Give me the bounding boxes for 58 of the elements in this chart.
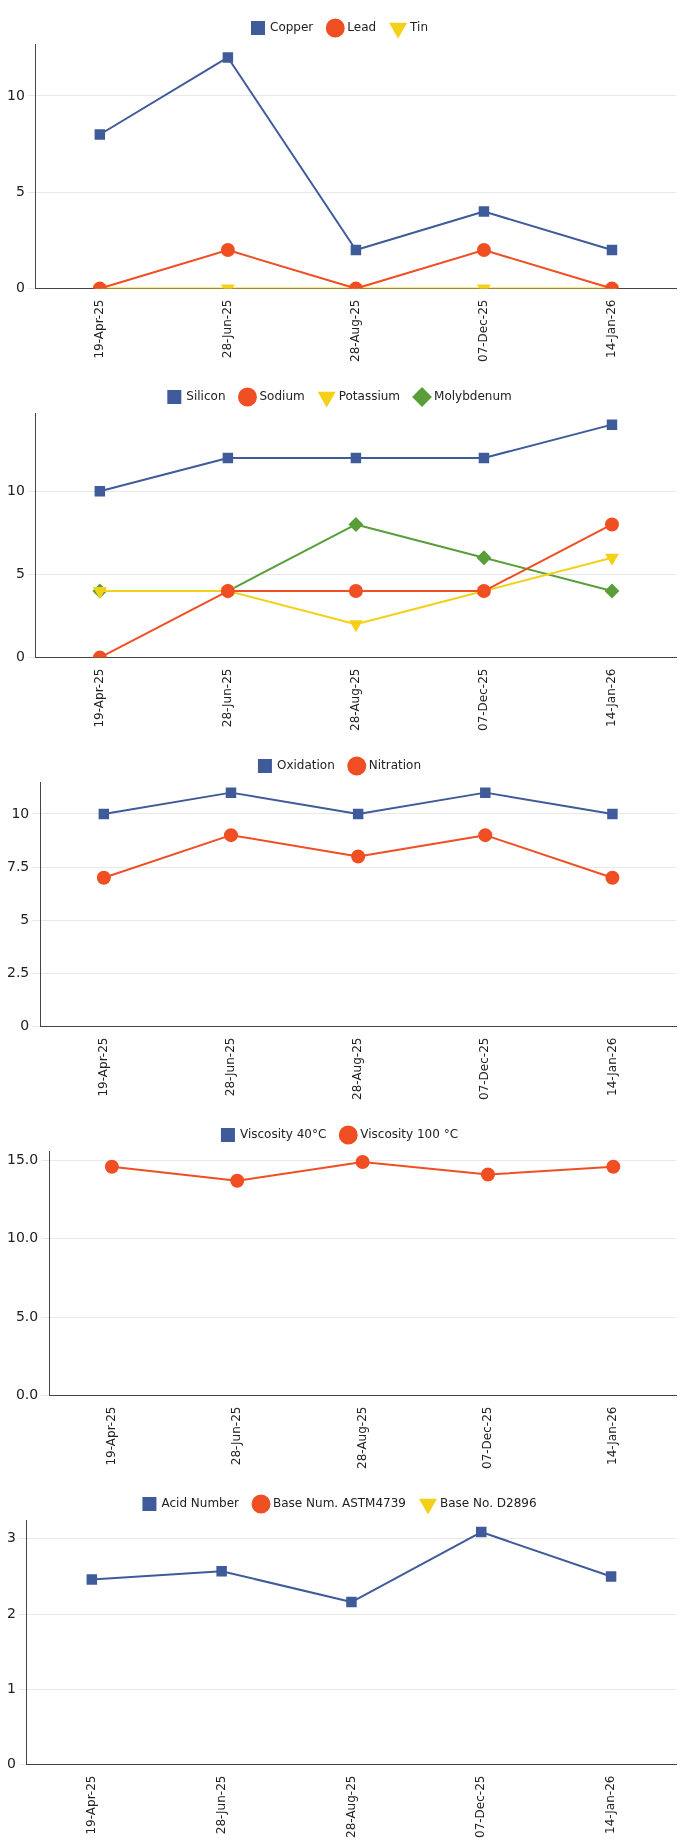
x-tick-label: 07-Dec-25 xyxy=(476,668,491,731)
x-tick-label: 19-Apr-25 xyxy=(91,668,106,728)
legend-label: Molybdenum xyxy=(434,389,512,404)
y-tick-label: 10 xyxy=(6,481,25,498)
y-tick-label: 10.0 xyxy=(7,1229,39,1246)
legend-label: Silicon xyxy=(186,389,226,404)
x-tick-label: 19-Apr-25 xyxy=(83,1775,98,1835)
y-tick-label: 0 xyxy=(15,648,25,665)
y-tick-label: 10 xyxy=(6,86,25,103)
x-tick-label: 19-Apr-25 xyxy=(103,1406,118,1466)
x-tick-label: 14-Jan-26 xyxy=(605,1406,620,1465)
y-tick-label: 5.0 xyxy=(15,1307,39,1324)
x-tick-label: 28-Jun-25 xyxy=(220,299,234,359)
legend-label: Acid Number xyxy=(161,1496,240,1511)
x-tick-label: 28-Aug-25 xyxy=(350,1037,365,1100)
legend-label: Copper xyxy=(270,20,314,35)
x-tick-label: 28-Aug-25 xyxy=(348,299,363,362)
y-tick-label: 15.0 xyxy=(7,1151,39,1168)
y-tick-label: 5 xyxy=(15,565,25,582)
x-tick-label: 28-Jun-25 xyxy=(220,668,234,728)
x-tick-label: 28-Jun-25 xyxy=(213,1775,228,1835)
x-tick-label: 28-Jun-25 xyxy=(229,1406,244,1466)
x-tick-label: 07-Dec-25 xyxy=(480,1406,495,1469)
y-tick-label: 0 xyxy=(6,1755,16,1772)
legend-label: Tin xyxy=(409,20,429,35)
y-tick-label: 0 xyxy=(20,1017,30,1034)
x-tick-label: 14-Jan-26 xyxy=(604,668,619,727)
y-tick-label: 1 xyxy=(6,1679,16,1696)
legend-label: Sodium xyxy=(259,389,305,404)
x-tick-label: 07-Dec-25 xyxy=(477,1037,492,1100)
y-tick-label: 7.5 xyxy=(7,857,30,874)
y-tick-label: 10 xyxy=(11,804,30,821)
y-tick-label: 2 xyxy=(6,1604,16,1621)
x-tick-label: 19-Apr-25 xyxy=(95,1037,110,1097)
y-tick-label: 5 xyxy=(20,910,30,927)
x-tick-label: 28-Jun-25 xyxy=(223,1037,238,1097)
x-tick-label: 28-Aug-25 xyxy=(343,1775,358,1838)
legend-label: Nitration xyxy=(368,758,422,773)
legend-label: Lead xyxy=(347,20,377,35)
legend-label: Base Num. ASTM4739 xyxy=(273,1496,406,1511)
y-tick-label: 0.0 xyxy=(15,1386,39,1403)
y-tick-label: 3 xyxy=(6,1529,16,1546)
x-tick-label: 07-Dec-25 xyxy=(476,299,491,362)
x-tick-label: 28-Aug-25 xyxy=(348,668,363,731)
y-tick-label: 5 xyxy=(15,182,25,199)
y-tick-label: 0 xyxy=(15,279,25,296)
legend-label: Viscosity 40°C xyxy=(239,1127,327,1142)
legend-label: Potassium xyxy=(338,389,401,404)
x-tick-label: 19-Apr-25 xyxy=(91,299,106,359)
x-tick-label: 14-Jan-26 xyxy=(604,1037,619,1096)
legend-label: Viscosity 100 °C xyxy=(360,1127,459,1142)
x-tick-label: 14-Jan-26 xyxy=(603,1775,618,1834)
x-tick-label: 14-Jan-26 xyxy=(604,299,619,358)
y-tick-label: 2.5 xyxy=(7,964,30,981)
x-tick-label: 28-Aug-25 xyxy=(354,1406,369,1469)
x-tick-label: 07-Dec-25 xyxy=(473,1775,488,1838)
legend-label: Oxidation xyxy=(276,758,335,773)
legend-label: Base No. D2896 xyxy=(440,1496,537,1511)
